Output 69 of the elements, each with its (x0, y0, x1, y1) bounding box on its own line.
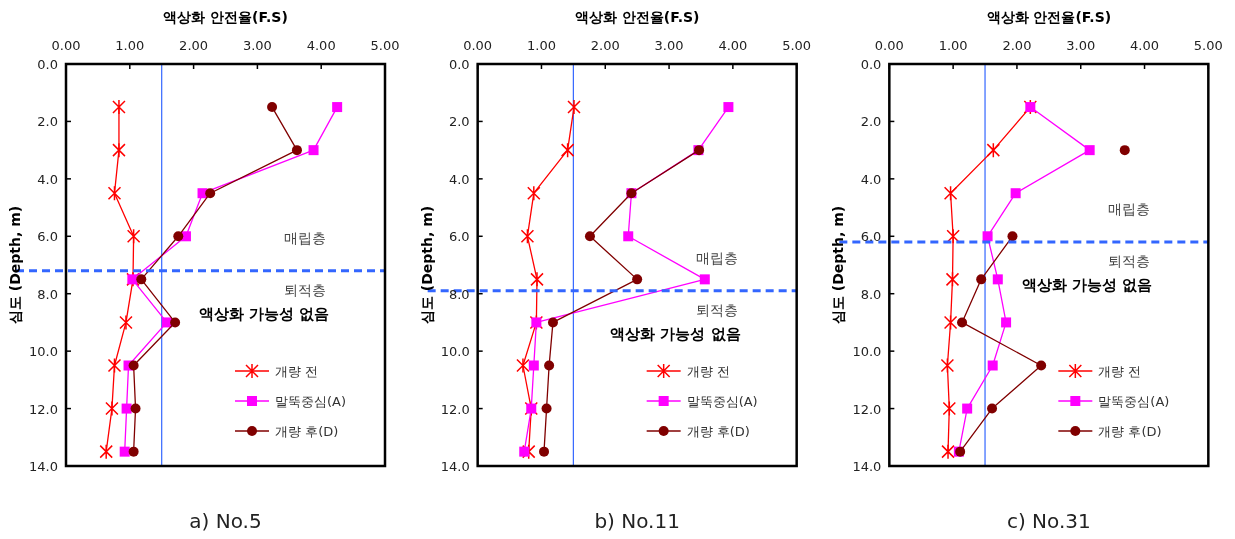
legend-label: 개량 후(D) (1098, 424, 1162, 439)
y-tick-label: 8.0 (37, 286, 58, 302)
annotation: 매립층 (695, 249, 738, 266)
y-tick-label: 12.0 (852, 401, 882, 417)
legend-label: 말뚝중심(A) (1098, 394, 1170, 409)
y-tick-label: 0.0 (448, 57, 470, 72)
annotation: 퇴적층 (284, 281, 327, 298)
annotation: 매립층 (284, 229, 327, 246)
x-tick-label: 4.00 (1130, 38, 1160, 53)
x-tick-label: 2.00 (179, 38, 209, 53)
y-tick-label: 4.0 (37, 171, 58, 187)
legend-label: 개량 전 (1098, 364, 1142, 379)
y-tick-label: 0.0 (37, 57, 58, 72)
x-axis-title: 액상화 안전율(F.S) (163, 9, 288, 25)
x-tick-label: 0.00 (463, 38, 493, 53)
text: b) No.11 (594, 509, 680, 533)
x-axis-title: 액상화 안전율(F.S) (574, 9, 700, 25)
annotation: 액상화 가능성 없음 (198, 304, 330, 323)
x-axis-title: 액상화 안전율(F.S) (986, 9, 1112, 25)
x-tick-label: 0.00 (51, 38, 81, 53)
legend-label: 말뚝중심(A) (686, 394, 758, 409)
y-tick-label: 14.0 (440, 459, 470, 474)
legend-label: 개량 전 (686, 364, 730, 379)
x-tick-label: 4.00 (306, 38, 336, 53)
y-tick-label: 8.0 (448, 286, 470, 302)
y-tick-label: 2.0 (37, 114, 58, 130)
text: a) No.5 (189, 509, 262, 533)
y-tick-label: 12.0 (29, 401, 58, 417)
legend-label: 개량 후(D) (275, 424, 339, 439)
y-tick-label: 6.0 (448, 229, 470, 245)
x-tick-label: 2.00 (1002, 38, 1032, 53)
annotation: 퇴적층 (695, 301, 738, 318)
y-tick-label: 10.0 (440, 344, 470, 360)
x-tick-label: 3.00 (654, 38, 684, 53)
y-tick-label: 10.0 (852, 344, 882, 360)
x-tick-label: 5.00 (782, 38, 812, 53)
y-tick-label: 6.0 (37, 229, 58, 245)
annotation: 매립층 (1107, 201, 1150, 218)
legend-label: 개량 전 (275, 364, 319, 379)
x-tick-label: 1.00 (938, 38, 968, 53)
y-axis-title: 심도 (Depth, m) (418, 205, 435, 325)
annotation: 액상화 가능성 없음 (1021, 276, 1153, 295)
y-tick-label: 2.0 (860, 114, 882, 130)
text: c) No.31 (1006, 509, 1091, 533)
legend-label: 개량 후(D) (686, 424, 750, 439)
y-tick-label: 4.0 (448, 171, 470, 187)
x-tick-label: 2.00 (590, 38, 620, 53)
y-tick-label: 8.0 (860, 286, 882, 302)
y-tick-label: 12.0 (440, 401, 470, 417)
y-tick-label: 2.0 (448, 114, 470, 130)
y-tick-label: 0.0 (860, 57, 882, 72)
annotation: 퇴적층 (1107, 253, 1150, 270)
x-tick-label: 5.00 (370, 38, 400, 53)
y-axis-title: 심도 (Depth, m) (830, 205, 847, 325)
x-tick-label: 3.00 (1066, 38, 1096, 53)
y-tick-label: 6.0 (860, 229, 882, 245)
y-tick-label: 14.0 (29, 459, 58, 474)
x-tick-label: 4.00 (718, 38, 748, 53)
y-axis-title: 심도 (Depth, m) (7, 205, 23, 325)
x-tick-label: 3.00 (242, 38, 272, 53)
legend-label: 말뚝중심(A) (275, 394, 347, 409)
annotation: 액상화 가능성 없음 (610, 324, 741, 343)
y-tick-label: 4.0 (860, 171, 882, 187)
x-tick-label: 0.00 (874, 38, 904, 53)
x-tick-label: 1.00 (115, 38, 145, 53)
x-tick-label: 5.00 (1193, 38, 1223, 53)
y-tick-label: 10.0 (29, 344, 58, 360)
x-tick-label: 1.00 (526, 38, 556, 53)
y-tick-label: 14.0 (852, 459, 882, 474)
